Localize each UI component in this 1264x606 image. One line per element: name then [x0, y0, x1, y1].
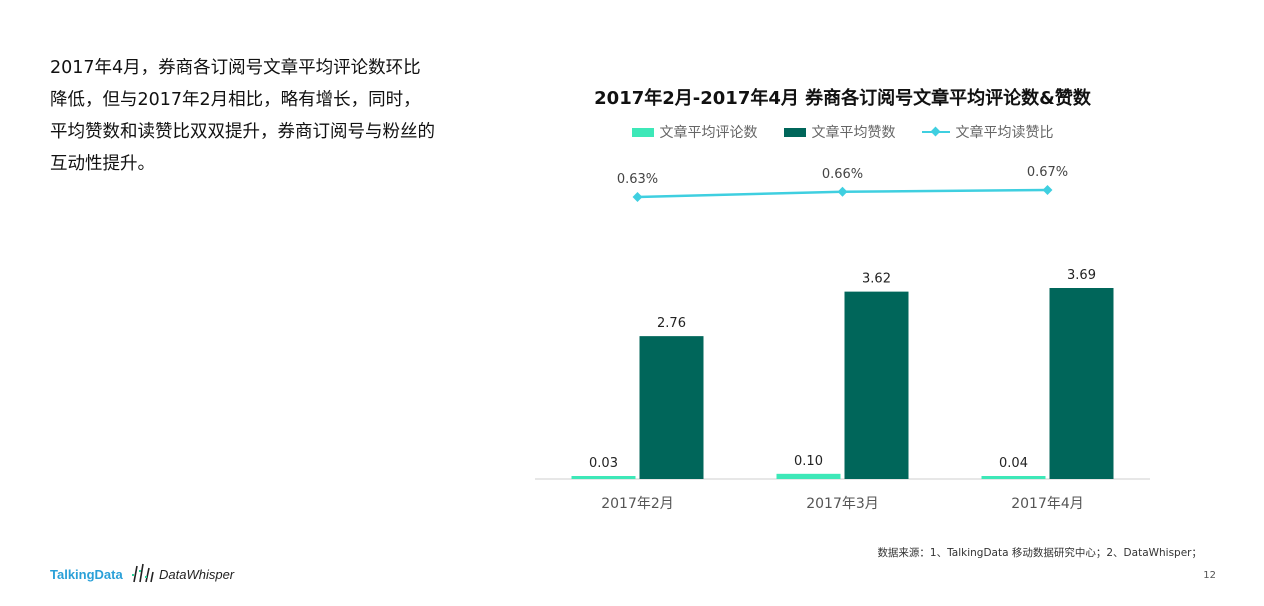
data-label-comments-3: 0.04: [999, 456, 1028, 471]
x-tick-label-3: 2017年4月: [1011, 496, 1084, 512]
line-point-3: [1042, 185, 1053, 195]
legend-item-comments: 文章平均评论数: [631, 122, 758, 142]
datawhisper-logo: DataWhisper: [159, 567, 235, 582]
data-label-ratio-3: 0.67%: [1027, 165, 1068, 180]
line-point-1: [632, 192, 643, 202]
legend-label-comments: 文章平均评论数: [659, 125, 758, 141]
bar-likes-1: [639, 336, 704, 479]
data-label-likes-1: 2.76: [657, 316, 686, 331]
legend-label-ratio: 文章平均读赞比: [955, 125, 1054, 141]
page-number: 12: [1203, 570, 1216, 581]
data-label-comments-1: 0.03: [589, 456, 618, 471]
chart-legend: 文章平均评论数 文章平均赞数 文章平均读赞比: [535, 122, 1150, 142]
bar-comments-2: [776, 473, 841, 479]
data-label-comments-2: 0.10: [794, 454, 823, 469]
data-label-ratio-1: 0.63%: [617, 172, 658, 187]
legend-swatch-comments: [631, 127, 654, 137]
legend-label-likes: 文章平均赞数: [811, 125, 896, 141]
bar-likes-3: [1049, 288, 1114, 479]
data-label-ratio-2: 0.66%: [822, 167, 863, 182]
data-label-likes-3: 3.69: [1067, 268, 1096, 283]
datawhisper-logo-icon: [132, 563, 154, 583]
line-point-2: [837, 186, 848, 197]
bar-likes-2: [844, 291, 909, 479]
legend-item-likes: 文章平均赞数: [783, 122, 896, 142]
x-tick-label-2: 2017年3月: [806, 496, 879, 512]
chart-title: 2017年2月-2017年4月 券商各订阅号文章平均评论数&赞数: [594, 88, 1091, 109]
x-tick-label-1: 2017年2月: [601, 496, 674, 512]
intro-paragraph: 2017年4月，券商各订阅号文章平均评论数环比降低，但与2017年2月相比，略有…: [50, 58, 435, 174]
legend-swatch-likes: [783, 127, 806, 137]
data-source-note: 数据来源：1、TalkingData 移动数据研究中心；2、DataWhispe…: [877, 547, 1202, 559]
legend-item-ratio: 文章平均读赞比: [921, 122, 1054, 142]
talkingdata-logo: TalkingData: [50, 567, 123, 582]
bar-comments-3: [981, 476, 1046, 479]
bar-comments-1: [571, 476, 636, 479]
data-label-likes-2: 3.62: [862, 272, 891, 287]
legend-swatch-ratio: [921, 127, 950, 137]
